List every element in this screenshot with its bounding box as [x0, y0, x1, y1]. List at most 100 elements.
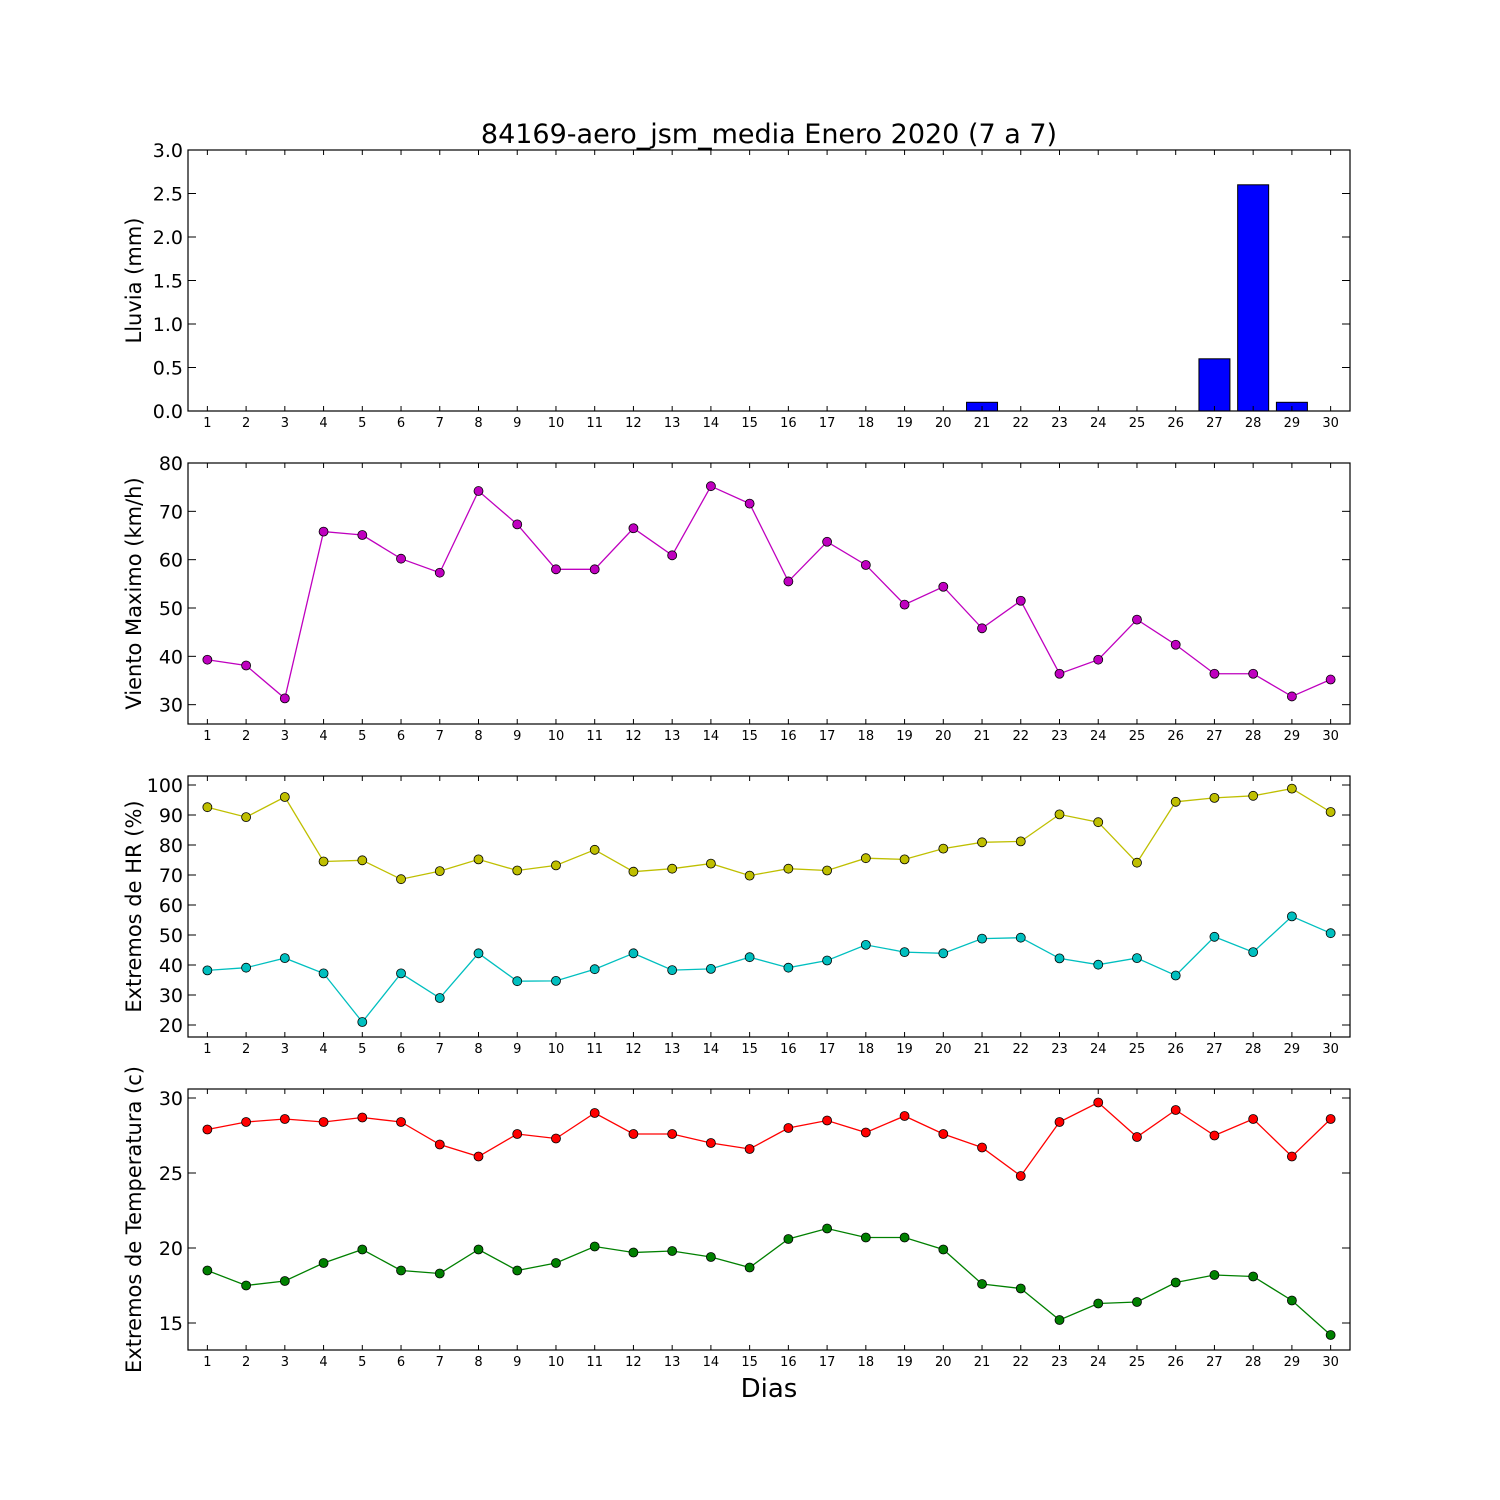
x-tick-label: 10 [548, 416, 565, 431]
x-tick-label: 26 [1167, 1355, 1184, 1370]
x-tick-label: 30 [1322, 729, 1339, 744]
x-tick-label: 18 [858, 729, 875, 744]
series-1-point-day-9 [512, 865, 523, 876]
series-2-point-day-29 [1287, 1295, 1297, 1306]
series-2-point-day-13 [667, 965, 678, 975]
series-2-point-day-15 [744, 952, 755, 963]
series-1-point-day-7 [434, 1139, 445, 1150]
x-tick-label: 15 [741, 729, 758, 744]
x-tick-label: 28 [1245, 416, 1262, 431]
x-tick-label: 15 [741, 1355, 758, 1370]
series-2-point-day-4 [318, 968, 329, 979]
x-tick-label: 30 [1322, 1042, 1339, 1057]
y-tick-label: 20 [159, 1238, 183, 1260]
series-1-point-day-17 [822, 1115, 832, 1126]
x-tick-label: 9 [513, 1042, 521, 1057]
series-2-point-day-8 [473, 948, 484, 959]
series-2-point-day-12 [628, 948, 639, 959]
series-1-point-day-4 [318, 856, 329, 867]
series-1-point-day-14 [706, 481, 716, 492]
x-tick-label: 14 [703, 1042, 720, 1057]
series-1-point-day-1 [202, 654, 213, 665]
series-1-point-day-19 [899, 1111, 910, 1121]
series-2-point-day-4 [318, 1258, 329, 1268]
x-tick-label: 19 [896, 729, 913, 744]
x-tick-label: 2 [242, 1042, 250, 1057]
series-1-point-day-4 [318, 526, 329, 537]
series-2-point-day-16 [783, 962, 794, 973]
series-2-point-day-19 [899, 947, 910, 957]
y-tick-label: 90 [159, 805, 183, 827]
series-line-2 [207, 915, 1331, 1024]
x-tick-label: 20 [935, 416, 952, 431]
series-2-point-day-3 [279, 1276, 290, 1286]
series-1-point-day-17 [822, 536, 832, 547]
x-tick-label: 12 [625, 729, 642, 744]
series-1-point-day-2 [241, 1117, 252, 1127]
series-1-point-day-30 [1325, 807, 1336, 817]
y-tick-label: 40 [159, 955, 183, 977]
series-1-point-day-22 [1015, 836, 1026, 847]
x-tick-label: 6 [397, 1355, 405, 1370]
series-2-point-day-30 [1325, 928, 1336, 939]
series-1-point-day-13 [667, 863, 678, 874]
x-tick-label: 6 [397, 1042, 405, 1057]
x-tick-label: 9 [513, 416, 521, 431]
series-1-point-day-15 [744, 498, 755, 509]
y-tick-label: 3.0 [153, 140, 183, 162]
x-tick-label: 26 [1167, 1042, 1184, 1057]
x-tick-label: 26 [1167, 416, 1184, 431]
y-tick-label: 30 [159, 695, 183, 717]
x-tick-label: 30 [1322, 1355, 1339, 1370]
x-tick-label: 1 [203, 416, 211, 431]
series-1-point-day-11 [589, 564, 600, 575]
series-1-point-day-20 [938, 843, 949, 854]
series-1-point-day-27 [1209, 668, 1220, 679]
x-tick-label: 14 [703, 729, 720, 744]
series-1-point-day-3 [279, 693, 290, 704]
x-tick-label: 11 [586, 1042, 603, 1057]
y-tick-label: 2.0 [153, 227, 183, 249]
x-tick-label: 23 [1051, 729, 1068, 744]
series-line-1 [207, 485, 1331, 700]
series-1-point-day-21 [977, 1142, 987, 1153]
series-2-point-day-25 [1132, 1297, 1142, 1307]
series-2-point-day-2 [241, 962, 252, 973]
x-tick-label: 4 [319, 1042, 327, 1057]
series-2-point-day-15 [744, 1262, 755, 1273]
x-tick-label: 13 [664, 416, 681, 431]
series-line-2 [207, 1227, 1332, 1336]
x-tick-label: 4 [319, 1355, 327, 1370]
x-tick-label: 7 [436, 416, 444, 431]
x-tick-label: 3 [281, 1355, 289, 1370]
x-tick-label: 19 [896, 1355, 913, 1370]
series-2-point-day-9 [512, 976, 523, 987]
series-1-point-day-28 [1248, 668, 1259, 679]
x-tick-label: 20 [935, 1355, 952, 1370]
series-1-point-day-25 [1132, 614, 1142, 625]
x-tick-label: 14 [703, 1355, 720, 1370]
series-2-point-day-27 [1209, 1270, 1220, 1280]
series-1-point-day-12 [628, 1129, 639, 1139]
series-2-point-day-26 [1170, 1277, 1181, 1288]
series-2-point-day-18 [860, 1232, 871, 1243]
y-tick-label: 80 [159, 453, 183, 475]
x-tick-label: 3 [281, 416, 289, 431]
x-tick-label: 18 [858, 1042, 875, 1057]
axes-frame [187, 775, 1351, 1038]
series-1-point-day-29 [1287, 691, 1297, 702]
series-1-point-day-20 [938, 581, 949, 592]
series-1-point-day-13 [667, 550, 678, 561]
x-tick-label: 7 [436, 729, 444, 744]
series-1-point-day-5 [357, 855, 368, 866]
series-1-point-day-8 [473, 854, 484, 865]
series-1-point-day-16 [783, 576, 794, 587]
chart-title: 84169-aero_jsm_media Enero 2020 (7 a 7) [481, 119, 1057, 150]
series-1-point-day-6 [396, 874, 406, 885]
x-tick-label: 17 [819, 1355, 836, 1370]
series-1-point-day-15 [744, 1144, 755, 1154]
x-tick-label: 26 [1167, 729, 1184, 744]
x-tick-label: 27 [1206, 1355, 1223, 1370]
y-tick-label: 60 [159, 895, 183, 917]
x-tick-label: 9 [513, 1355, 521, 1370]
